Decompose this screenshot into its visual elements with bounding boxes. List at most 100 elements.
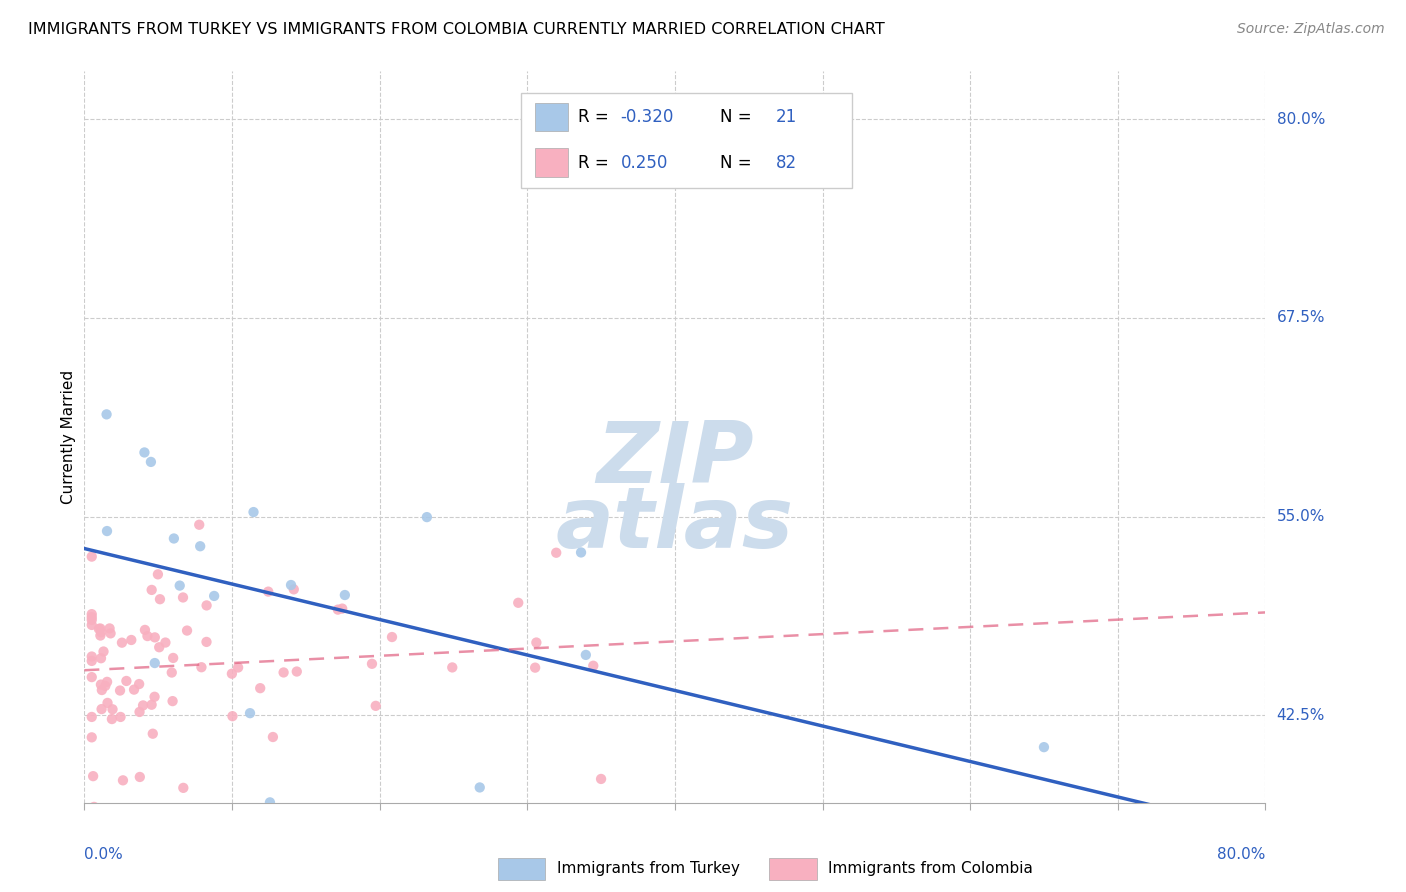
Point — [569, 545, 592, 559]
Point — [312, 812, 335, 826]
Point — [80, 613, 103, 627]
Point — [90, 702, 112, 716]
Point — [160, 665, 183, 680]
Point — [142, 727, 165, 741]
Point — [80, 618, 103, 632]
Point — [162, 651, 184, 665]
Text: 67.5%: 67.5% — [1277, 310, 1324, 326]
Point — [259, 796, 281, 810]
Point — [90, 625, 112, 640]
Point — [122, 682, 145, 697]
Point — [115, 673, 138, 688]
Point — [89, 628, 111, 642]
Point — [280, 578, 302, 592]
Point — [582, 658, 605, 673]
Point — [136, 629, 159, 643]
Point — [188, 517, 211, 532]
Point — [361, 657, 384, 671]
Point — [96, 408, 118, 422]
Point — [96, 674, 118, 689]
Point — [381, 630, 404, 644]
Point — [524, 635, 547, 649]
Point — [83, 800, 105, 814]
Point — [1033, 740, 1056, 755]
Point — [108, 683, 131, 698]
Point — [155, 635, 177, 649]
Y-axis label: Currently Married: Currently Married — [60, 370, 76, 504]
Point — [128, 677, 150, 691]
Point — [249, 681, 271, 696]
Point — [80, 607, 103, 622]
Point — [575, 648, 598, 662]
Point — [90, 683, 112, 698]
Point — [139, 455, 162, 469]
Point — [190, 660, 212, 674]
Point — [80, 610, 103, 624]
Point — [111, 773, 134, 788]
Point — [90, 677, 112, 691]
Point — [110, 710, 132, 724]
Point — [143, 656, 166, 670]
Point — [101, 712, 124, 726]
Point — [257, 584, 280, 599]
Point — [148, 640, 170, 655]
Point — [176, 624, 198, 638]
Point — [143, 631, 166, 645]
Point — [101, 702, 124, 716]
Point — [221, 666, 243, 681]
Point — [141, 582, 163, 597]
Point — [226, 660, 249, 674]
Point — [90, 651, 112, 665]
Point — [82, 769, 104, 783]
Point — [416, 510, 439, 524]
Point — [330, 601, 353, 615]
Point — [239, 706, 262, 721]
Point — [80, 649, 103, 664]
Point — [96, 696, 118, 710]
Point — [128, 770, 150, 784]
Point — [87, 622, 110, 636]
Point — [172, 780, 194, 795]
Point — [80, 654, 103, 668]
Point — [128, 705, 150, 719]
Point — [134, 623, 156, 637]
Text: IMMIGRANTS FROM TURKEY VS IMMIGRANTS FROM COLOMBIA CURRENTLY MARRIED CORRELATION: IMMIGRANTS FROM TURKEY VS IMMIGRANTS FRO… — [28, 22, 884, 37]
Text: 55.0%: 55.0% — [1277, 509, 1324, 524]
Point — [188, 539, 211, 553]
Point — [80, 710, 103, 724]
Text: 80.0%: 80.0% — [1218, 847, 1265, 862]
Point — [441, 660, 464, 674]
Point — [132, 698, 155, 713]
Text: Immigrants from Colombia: Immigrants from Colombia — [828, 861, 1033, 876]
Point — [195, 635, 218, 649]
Point — [120, 632, 142, 647]
Point — [202, 589, 225, 603]
Point — [524, 660, 547, 674]
Point — [468, 780, 491, 795]
Point — [508, 596, 530, 610]
Point — [162, 694, 184, 708]
Point — [141, 698, 163, 712]
Point — [326, 602, 349, 616]
Point — [221, 709, 243, 723]
Point — [111, 635, 134, 649]
Text: Source: ZipAtlas.com: Source: ZipAtlas.com — [1237, 22, 1385, 37]
Point — [134, 445, 156, 459]
Point — [93, 644, 115, 658]
Point — [273, 665, 295, 680]
Point — [146, 567, 169, 582]
Text: Immigrants from Turkey: Immigrants from Turkey — [557, 861, 740, 876]
Text: 42.5%: 42.5% — [1277, 708, 1324, 723]
Point — [89, 622, 111, 636]
Point — [96, 524, 118, 538]
Bar — [498, 858, 546, 880]
Point — [94, 679, 117, 693]
Point — [100, 626, 122, 640]
Point — [163, 532, 186, 546]
Point — [283, 582, 305, 597]
Text: 0.0%: 0.0% — [84, 847, 124, 862]
Point — [80, 731, 103, 745]
Text: 80.0%: 80.0% — [1277, 112, 1324, 127]
Point — [546, 546, 568, 560]
Text: atlas: atlas — [555, 483, 794, 566]
